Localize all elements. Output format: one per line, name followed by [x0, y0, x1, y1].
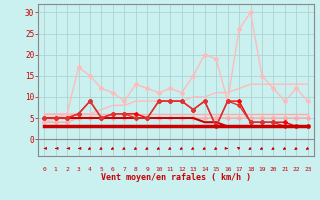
X-axis label: Vent moyen/en rafales ( km/h ): Vent moyen/en rafales ( km/h )	[101, 174, 251, 182]
